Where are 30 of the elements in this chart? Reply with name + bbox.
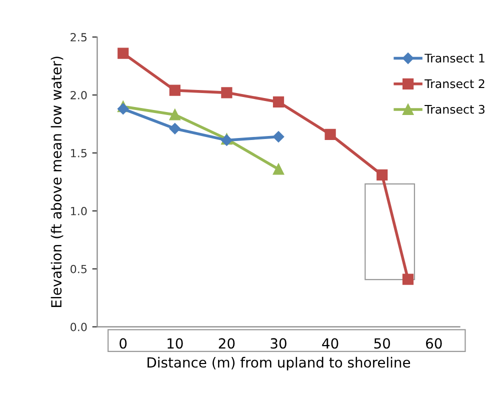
y-tick-label: 0.5 (70, 264, 87, 274)
x-tick-label: 10 (168, 338, 183, 349)
x-tick-label: 60 (426, 338, 442, 349)
y-tick-label: 2.0 (70, 90, 87, 100)
point (402, 274, 414, 285)
point (272, 96, 284, 108)
point (169, 84, 180, 96)
point (272, 164, 284, 175)
legend-label: Transect 1 (424, 54, 484, 63)
point (376, 169, 388, 181)
point (118, 48, 129, 59)
y-tick-label: 0.0 (70, 322, 87, 332)
x-axis-title: Distance (m) from upland to shoreline (148, 356, 410, 370)
point (324, 128, 336, 140)
x-tick-label: 0 (120, 338, 127, 349)
x-tick-label: 20 (218, 338, 235, 349)
x-tick-label: 30 (270, 338, 286, 349)
legend-label: Transect 2 (424, 79, 484, 88)
x-tick-label: 50 (374, 338, 390, 349)
point (169, 123, 181, 134)
point (169, 109, 180, 120)
point (118, 103, 129, 115)
y-tick-label: 1.0 (71, 206, 87, 216)
x-tick-label: 40 (322, 338, 338, 349)
point (272, 131, 284, 142)
y-tick-label: 1.5 (71, 149, 87, 158)
y-axis-title: Elevation (ft above mean low water) (50, 56, 64, 307)
legend-label: Transect 3 (424, 104, 484, 114)
y-tick-label: 2.5 (70, 33, 87, 42)
point (221, 87, 232, 98)
